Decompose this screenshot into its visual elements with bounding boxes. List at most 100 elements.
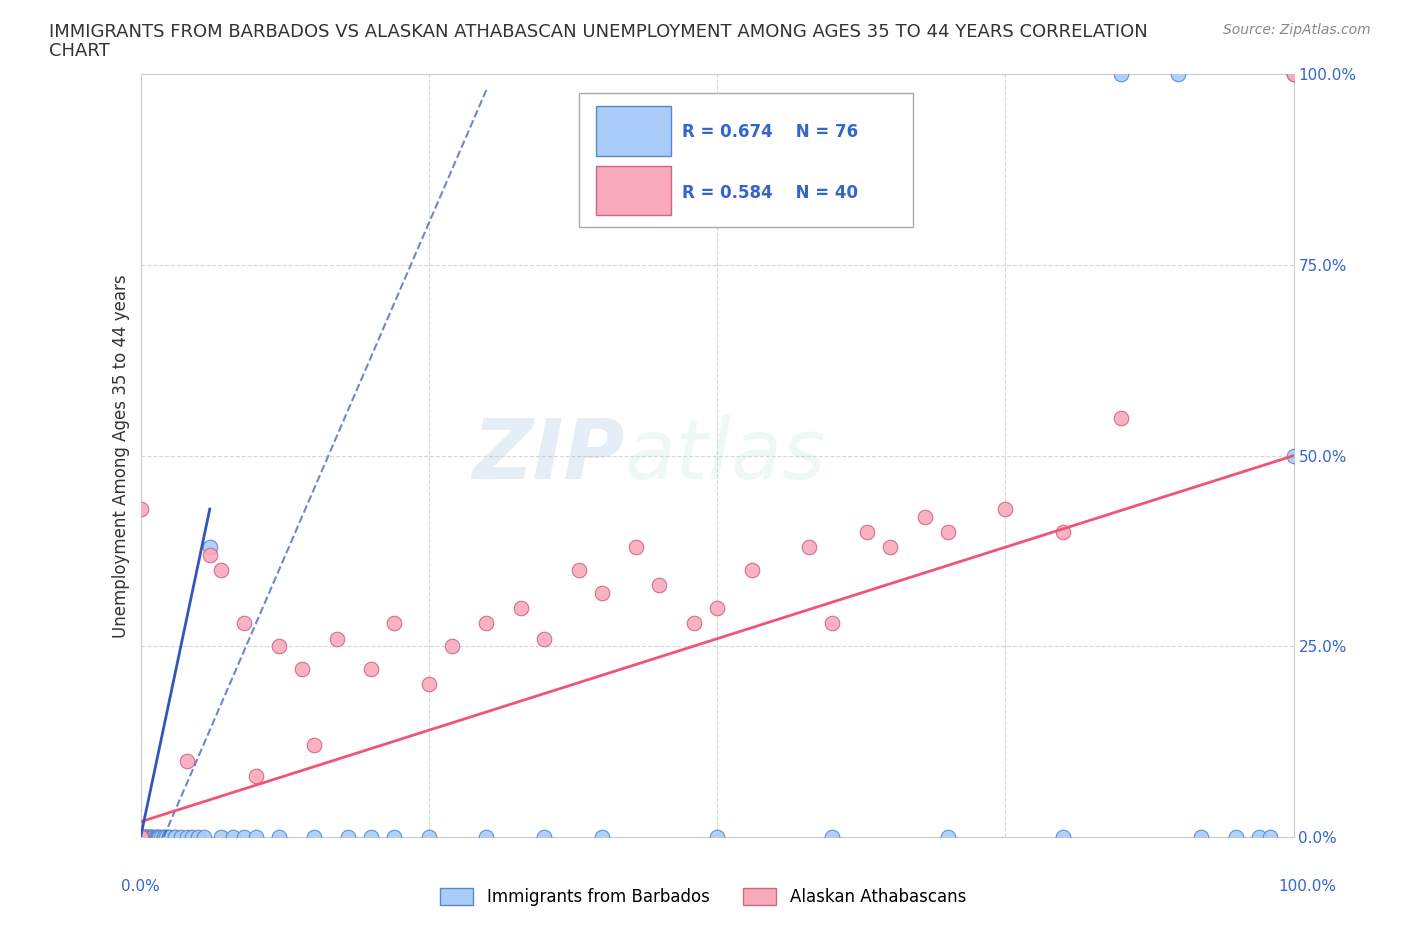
Y-axis label: Unemployment Among Ages 35 to 44 years: Unemployment Among Ages 35 to 44 years — [112, 274, 131, 637]
Point — [150, 830, 173, 844]
Point — [138, 830, 160, 844]
Point — [222, 830, 245, 844]
Point — [143, 830, 166, 844]
Point — [187, 830, 209, 844]
Point — [914, 510, 936, 525]
Point — [936, 525, 959, 539]
Point — [302, 738, 325, 753]
Point — [129, 830, 152, 844]
Point — [139, 830, 162, 844]
FancyBboxPatch shape — [596, 106, 671, 156]
Legend: Immigrants from Barbados, Alaskan Athabascans: Immigrants from Barbados, Alaskan Athaba… — [433, 881, 973, 912]
Point — [176, 753, 198, 768]
Point — [129, 830, 152, 844]
Point — [510, 601, 533, 616]
Point — [1282, 448, 1305, 463]
Point — [155, 830, 177, 844]
Point — [440, 639, 463, 654]
Point — [418, 677, 440, 692]
Point — [706, 830, 728, 844]
Text: atlas: atlas — [624, 415, 827, 497]
Point — [129, 830, 152, 844]
FancyBboxPatch shape — [596, 166, 671, 216]
Point — [325, 631, 347, 646]
Point — [129, 830, 152, 844]
Point — [821, 830, 844, 844]
Point — [152, 830, 174, 844]
Point — [1167, 67, 1189, 82]
Point — [129, 830, 152, 844]
Point — [136, 830, 159, 844]
Point — [129, 830, 152, 844]
Point — [245, 830, 267, 844]
Point — [418, 830, 440, 844]
Point — [591, 830, 613, 844]
Point — [129, 501, 152, 516]
Point — [135, 830, 157, 844]
Point — [129, 830, 152, 844]
Point — [129, 830, 152, 844]
Point — [146, 830, 169, 844]
Point — [475, 830, 498, 844]
Point — [198, 548, 221, 563]
Point — [129, 830, 152, 844]
Point — [129, 830, 152, 844]
Point — [129, 830, 152, 844]
Point — [337, 830, 360, 844]
Point — [145, 830, 167, 844]
Point — [209, 830, 232, 844]
Point — [267, 639, 290, 654]
Point — [129, 830, 152, 844]
Point — [129, 830, 152, 844]
Point — [683, 616, 706, 631]
Point — [856, 525, 879, 539]
Point — [129, 830, 152, 844]
Text: 100.0%: 100.0% — [1278, 879, 1337, 894]
Point — [267, 830, 290, 844]
Point — [129, 830, 152, 844]
Point — [181, 830, 204, 844]
Point — [1109, 410, 1132, 425]
Point — [209, 563, 232, 578]
Point — [706, 601, 728, 616]
Point — [165, 830, 187, 844]
Point — [1189, 830, 1212, 844]
Point — [198, 539, 221, 554]
Point — [302, 830, 325, 844]
Point — [1247, 830, 1270, 844]
Text: CHART: CHART — [49, 42, 110, 60]
Point — [648, 578, 671, 592]
Point — [1052, 525, 1074, 539]
Text: 0.0%: 0.0% — [121, 879, 160, 894]
Point — [129, 830, 152, 844]
Point — [879, 539, 901, 554]
Point — [821, 616, 844, 631]
Point — [129, 830, 152, 844]
Point — [139, 830, 162, 844]
Point — [129, 830, 152, 844]
Point — [1225, 830, 1247, 844]
Point — [799, 539, 821, 554]
Point — [132, 830, 155, 844]
Point — [533, 830, 555, 844]
Point — [193, 830, 215, 844]
Point — [533, 631, 555, 646]
Point — [148, 830, 170, 844]
Point — [382, 830, 405, 844]
Point — [475, 616, 498, 631]
Point — [360, 830, 382, 844]
Text: Source: ZipAtlas.com: Source: ZipAtlas.com — [1223, 23, 1371, 37]
Point — [134, 830, 156, 844]
Point — [129, 830, 152, 844]
Point — [591, 586, 613, 601]
Point — [132, 830, 155, 844]
Point — [1282, 67, 1305, 82]
Point — [360, 662, 382, 677]
Point — [129, 830, 152, 844]
Point — [170, 830, 193, 844]
Point — [936, 830, 959, 844]
Point — [159, 830, 180, 844]
Text: R = 0.584    N = 40: R = 0.584 N = 40 — [682, 183, 859, 202]
Point — [132, 830, 155, 844]
Point — [165, 830, 187, 844]
